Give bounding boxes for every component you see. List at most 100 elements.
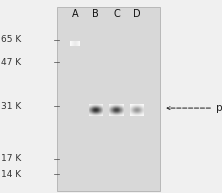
Bar xyxy=(122,109,123,110)
Bar xyxy=(102,113,103,114)
Bar xyxy=(140,111,141,112)
Bar xyxy=(91,111,92,112)
Bar xyxy=(121,109,122,110)
Bar xyxy=(130,115,131,116)
Bar xyxy=(92,113,93,114)
Bar xyxy=(130,105,131,106)
Bar xyxy=(90,105,91,106)
Bar xyxy=(79,41,80,46)
Bar xyxy=(90,103,91,104)
Bar xyxy=(119,107,120,108)
Bar xyxy=(114,107,115,108)
Bar xyxy=(97,104,98,105)
Bar xyxy=(89,114,90,115)
Bar xyxy=(134,103,135,104)
Bar xyxy=(140,110,141,111)
Bar xyxy=(97,109,98,110)
Bar xyxy=(93,109,94,110)
Bar xyxy=(95,111,96,112)
Bar xyxy=(123,110,124,111)
Bar xyxy=(91,112,92,113)
Bar xyxy=(112,107,113,108)
Bar xyxy=(138,111,139,112)
Bar xyxy=(121,106,122,107)
Bar xyxy=(130,113,131,114)
Bar xyxy=(130,108,131,109)
Bar xyxy=(114,115,115,116)
Bar xyxy=(99,115,100,116)
Bar xyxy=(96,109,97,110)
Bar xyxy=(114,110,115,111)
Bar xyxy=(114,106,115,107)
Bar xyxy=(99,104,100,105)
Bar xyxy=(97,113,98,114)
Bar xyxy=(97,108,98,109)
Bar xyxy=(137,109,138,110)
Bar xyxy=(114,113,115,114)
Bar xyxy=(132,106,133,107)
Bar xyxy=(94,106,95,107)
Bar xyxy=(102,111,103,112)
Bar xyxy=(90,104,91,105)
Bar xyxy=(121,105,122,106)
Bar xyxy=(141,103,142,104)
Bar xyxy=(93,103,94,104)
Bar xyxy=(135,105,136,106)
Bar xyxy=(113,114,114,115)
Bar xyxy=(134,106,135,107)
Bar xyxy=(112,108,113,109)
Bar xyxy=(96,104,97,105)
Bar xyxy=(96,112,97,113)
Bar xyxy=(94,104,95,105)
Bar xyxy=(100,108,101,109)
Bar xyxy=(112,105,113,106)
Bar xyxy=(119,106,120,107)
Bar xyxy=(110,108,111,109)
Bar xyxy=(141,107,142,108)
Bar xyxy=(98,104,99,105)
Bar xyxy=(113,108,114,109)
Bar xyxy=(123,111,124,112)
Bar xyxy=(111,107,112,108)
Bar xyxy=(141,112,142,113)
Bar xyxy=(110,113,111,114)
Bar xyxy=(133,104,134,105)
Bar xyxy=(95,106,96,107)
Bar xyxy=(113,111,114,112)
Bar xyxy=(132,108,133,109)
Bar xyxy=(120,115,121,116)
Bar xyxy=(101,112,102,113)
Bar xyxy=(91,103,92,104)
Bar xyxy=(112,114,113,115)
Bar xyxy=(98,103,99,104)
Text: 65 K: 65 K xyxy=(1,36,21,44)
Bar xyxy=(122,108,123,109)
Bar xyxy=(134,115,135,116)
Bar xyxy=(97,111,98,112)
Bar xyxy=(116,103,117,104)
Bar xyxy=(120,113,121,114)
Bar xyxy=(140,105,141,106)
Bar xyxy=(96,105,97,106)
Bar xyxy=(133,114,134,115)
Bar xyxy=(112,103,113,104)
Bar xyxy=(123,103,124,104)
Bar xyxy=(139,113,140,114)
Bar xyxy=(140,109,141,110)
Bar xyxy=(119,111,120,112)
Bar xyxy=(135,104,136,105)
Bar xyxy=(131,104,132,105)
Bar xyxy=(110,103,111,104)
Bar xyxy=(99,103,100,104)
Bar xyxy=(115,111,116,112)
Bar xyxy=(134,114,135,115)
Bar xyxy=(95,112,96,113)
Bar xyxy=(115,109,116,110)
Bar xyxy=(113,105,114,106)
Bar xyxy=(111,110,112,111)
Bar xyxy=(95,110,96,111)
Bar xyxy=(101,106,102,107)
Bar xyxy=(119,112,120,113)
Bar xyxy=(121,115,122,116)
Bar xyxy=(118,109,119,110)
